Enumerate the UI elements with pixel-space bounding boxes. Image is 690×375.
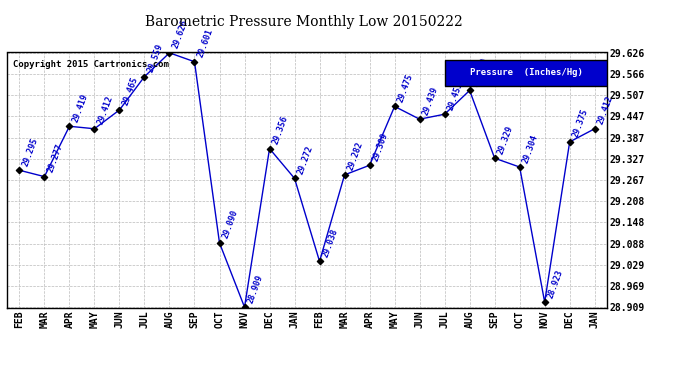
Point xyxy=(289,176,300,181)
Text: 29.559: 29.559 xyxy=(146,43,165,74)
Point xyxy=(189,59,200,65)
Text: 29.601: 29.601 xyxy=(196,28,215,59)
Text: 29.282: 29.282 xyxy=(346,141,365,172)
Point xyxy=(539,299,550,305)
Point xyxy=(514,164,525,170)
Point xyxy=(64,123,75,129)
Point xyxy=(89,126,100,132)
Point xyxy=(39,174,50,180)
Point xyxy=(464,87,475,93)
Text: 29.626: 29.626 xyxy=(171,19,190,50)
Text: 29.520: 29.520 xyxy=(471,56,490,88)
Text: Copyright 2015 Cartronics.com: Copyright 2015 Cartronics.com xyxy=(13,60,169,69)
Point xyxy=(439,111,450,117)
Text: 29.419: 29.419 xyxy=(71,92,90,123)
Text: 29.277: 29.277 xyxy=(46,142,65,174)
Point xyxy=(164,50,175,56)
Point xyxy=(414,116,425,122)
Point xyxy=(214,240,225,246)
Point xyxy=(364,162,375,168)
Point xyxy=(239,304,250,310)
Point xyxy=(14,167,25,173)
Point xyxy=(489,155,500,161)
FancyBboxPatch shape xyxy=(445,60,607,86)
Point xyxy=(264,146,275,152)
Text: 29.439: 29.439 xyxy=(421,85,440,116)
Text: 29.309: 29.309 xyxy=(371,131,390,162)
Point xyxy=(139,74,150,80)
Text: 29.090: 29.090 xyxy=(221,209,239,240)
Point xyxy=(589,126,600,132)
Point xyxy=(389,104,400,110)
Point xyxy=(114,107,125,113)
Point xyxy=(564,139,575,145)
Text: 29.375: 29.375 xyxy=(571,108,590,139)
Point xyxy=(339,172,350,178)
Text: 29.412: 29.412 xyxy=(96,95,115,126)
Text: 29.465: 29.465 xyxy=(121,76,139,107)
Text: Barometric Pressure Monthly Low 20150222: Barometric Pressure Monthly Low 20150222 xyxy=(145,15,462,29)
Text: 28.923: 28.923 xyxy=(546,268,565,299)
Text: Pressure  (Inches/Hg): Pressure (Inches/Hg) xyxy=(470,68,582,77)
Text: 29.356: 29.356 xyxy=(271,115,290,146)
Text: 29.295: 29.295 xyxy=(21,136,39,168)
Text: 29.272: 29.272 xyxy=(296,144,315,176)
Text: 29.453: 29.453 xyxy=(446,80,465,111)
Text: 29.304: 29.304 xyxy=(521,133,540,164)
Text: 29.475: 29.475 xyxy=(396,72,415,104)
Text: 29.038: 29.038 xyxy=(321,227,339,259)
Point xyxy=(314,258,325,264)
Text: 29.329: 29.329 xyxy=(496,124,515,155)
Text: 28.909: 28.909 xyxy=(246,273,265,304)
Text: 29.412: 29.412 xyxy=(596,95,615,126)
